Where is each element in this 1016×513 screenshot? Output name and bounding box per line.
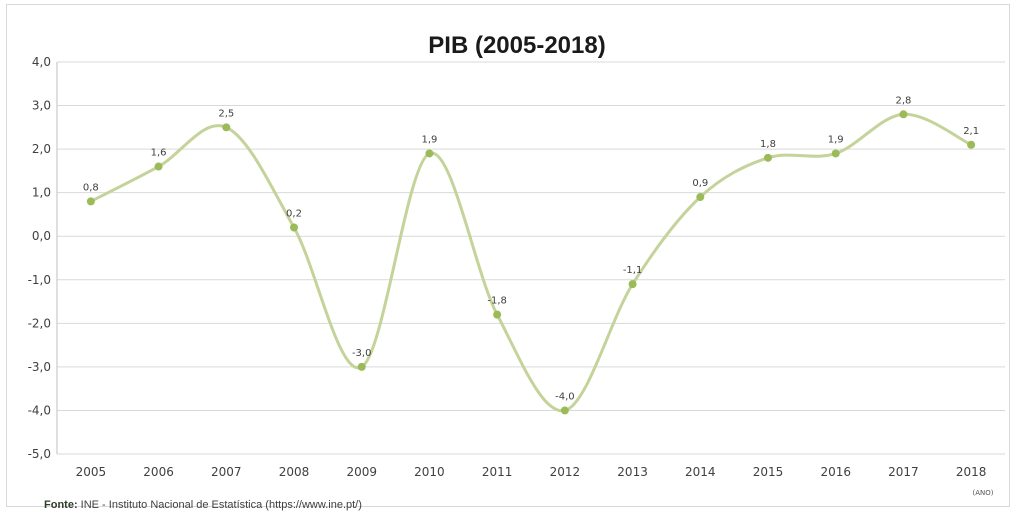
y-tick-label: -3,0 bbox=[28, 360, 51, 374]
y-tick-label: 1,0 bbox=[32, 186, 51, 200]
y-tick-label: 2,0 bbox=[32, 142, 51, 156]
x-tick-label: 2015 bbox=[753, 465, 784, 479]
data-point bbox=[628, 280, 637, 289]
source-note: Fonte: INE - Instituto Nacional de Estat… bbox=[44, 499, 362, 511]
series-markers bbox=[86, 110, 976, 415]
y-tick-label: -5,0 bbox=[28, 447, 51, 461]
y-tick-label: 4,0 bbox=[32, 55, 51, 69]
y-tick-label: -4,0 bbox=[28, 403, 51, 417]
y-axis-ticks: 4,0 3,0 2,0 1,0 0,0 -1,0 -2,0 -3,0 -4,0 -5,0 bbox=[28, 55, 51, 461]
y-tick-label: 0,0 bbox=[32, 229, 51, 243]
data-labels: 0,8 1,6 2,5 0,2 -3,0 1,9 -1,8 -4,0 -1,1 0,9 1,8 1,9… bbox=[83, 95, 979, 402]
data-label: -4,0 bbox=[555, 391, 575, 402]
x-tick-label: 2011 bbox=[482, 465, 513, 479]
data-label: 2,1 bbox=[963, 126, 979, 137]
x-tick-label: 2009 bbox=[346, 465, 377, 479]
data-point bbox=[493, 310, 502, 319]
data-point bbox=[696, 193, 705, 202]
y-tick-label: -2,0 bbox=[28, 316, 51, 330]
data-label: 1,9 bbox=[421, 134, 437, 145]
data-label: -1,8 bbox=[487, 296, 507, 307]
x-tick-label: 2018 bbox=[956, 465, 987, 479]
data-label: 1,6 bbox=[151, 148, 167, 159]
x-axis-unit-label: (ANO) bbox=[973, 489, 994, 497]
data-label: 2,5 bbox=[218, 108, 234, 119]
gridlines bbox=[56, 61, 1005, 455]
data-label: 0,2 bbox=[286, 209, 302, 220]
data-label: -3,0 bbox=[352, 348, 372, 359]
data-point bbox=[899, 110, 908, 119]
x-tick-label: 2006 bbox=[143, 465, 174, 479]
x-tick-label: 2014 bbox=[685, 465, 716, 479]
y-tick-label: -1,0 bbox=[28, 273, 51, 287]
x-tick-label: 2012 bbox=[550, 465, 581, 479]
x-tick-label: 2013 bbox=[617, 465, 648, 479]
data-label: 2,8 bbox=[895, 95, 911, 106]
data-point bbox=[967, 140, 976, 149]
x-tick-label: 2005 bbox=[76, 465, 107, 479]
data-label: 0,8 bbox=[83, 182, 99, 193]
series-line bbox=[89, 112, 973, 412]
data-label: -1,1 bbox=[623, 265, 643, 276]
x-tick-label: 2017 bbox=[888, 465, 919, 479]
y-tick-label: 3,0 bbox=[32, 99, 51, 113]
data-label: 0,9 bbox=[692, 178, 708, 189]
data-point bbox=[764, 153, 772, 162]
data-point bbox=[86, 197, 95, 206]
data-point bbox=[154, 162, 163, 171]
x-axis-ticks: 2005 2006 2007 2008 2009 2010 2011 2012 2013 2014… bbox=[76, 465, 987, 479]
data-label: 1,8 bbox=[760, 139, 776, 150]
source-text: INE - Instituto Nacional de Estatística … bbox=[78, 499, 362, 511]
data-point bbox=[831, 149, 840, 158]
data-point bbox=[222, 123, 231, 132]
x-tick-label: 2007 bbox=[211, 465, 242, 479]
data-point bbox=[560, 406, 569, 415]
data-point bbox=[425, 149, 434, 158]
source-label: Fonte: bbox=[44, 499, 78, 511]
chart-frame bbox=[6, 4, 1010, 507]
data-label: 1,9 bbox=[828, 134, 844, 145]
x-tick-label: 2008 bbox=[279, 465, 310, 479]
chart-title: PIB (2005-2018) bbox=[428, 32, 605, 59]
data-point bbox=[357, 362, 366, 371]
x-tick-label: 2010 bbox=[414, 465, 445, 479]
x-tick-label: 2016 bbox=[820, 465, 851, 479]
data-point bbox=[290, 223, 298, 232]
